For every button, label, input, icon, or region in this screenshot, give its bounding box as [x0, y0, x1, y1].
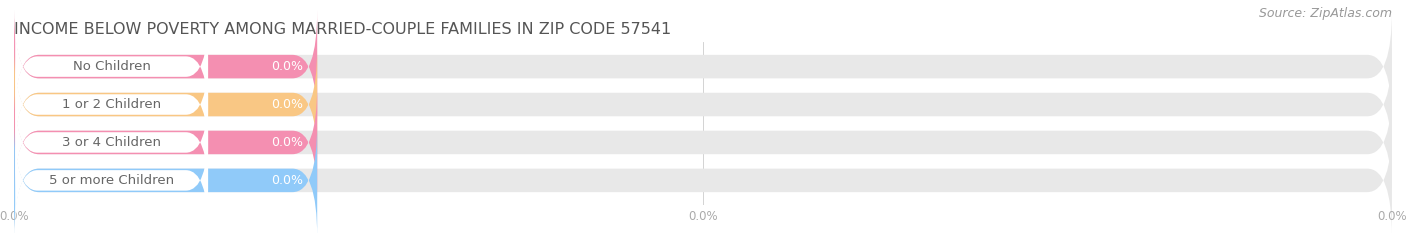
- FancyBboxPatch shape: [14, 86, 318, 199]
- FancyBboxPatch shape: [15, 15, 208, 118]
- FancyBboxPatch shape: [14, 48, 1392, 161]
- FancyBboxPatch shape: [14, 86, 1392, 199]
- FancyBboxPatch shape: [15, 53, 208, 156]
- Text: 5 or more Children: 5 or more Children: [49, 174, 174, 187]
- Text: Source: ZipAtlas.com: Source: ZipAtlas.com: [1258, 7, 1392, 20]
- FancyBboxPatch shape: [14, 10, 1392, 123]
- FancyBboxPatch shape: [14, 124, 318, 233]
- Text: 0.0%: 0.0%: [271, 174, 304, 187]
- Text: 0.0%: 0.0%: [271, 136, 304, 149]
- FancyBboxPatch shape: [14, 124, 1392, 233]
- FancyBboxPatch shape: [14, 10, 318, 123]
- Text: No Children: No Children: [73, 60, 150, 73]
- FancyBboxPatch shape: [15, 129, 208, 232]
- Text: 0.0%: 0.0%: [271, 98, 304, 111]
- FancyBboxPatch shape: [15, 91, 208, 194]
- Text: 3 or 4 Children: 3 or 4 Children: [62, 136, 162, 149]
- Text: 1 or 2 Children: 1 or 2 Children: [62, 98, 162, 111]
- FancyBboxPatch shape: [14, 48, 318, 161]
- Text: INCOME BELOW POVERTY AMONG MARRIED-COUPLE FAMILIES IN ZIP CODE 57541: INCOME BELOW POVERTY AMONG MARRIED-COUPL…: [14, 22, 671, 37]
- Text: 0.0%: 0.0%: [271, 60, 304, 73]
